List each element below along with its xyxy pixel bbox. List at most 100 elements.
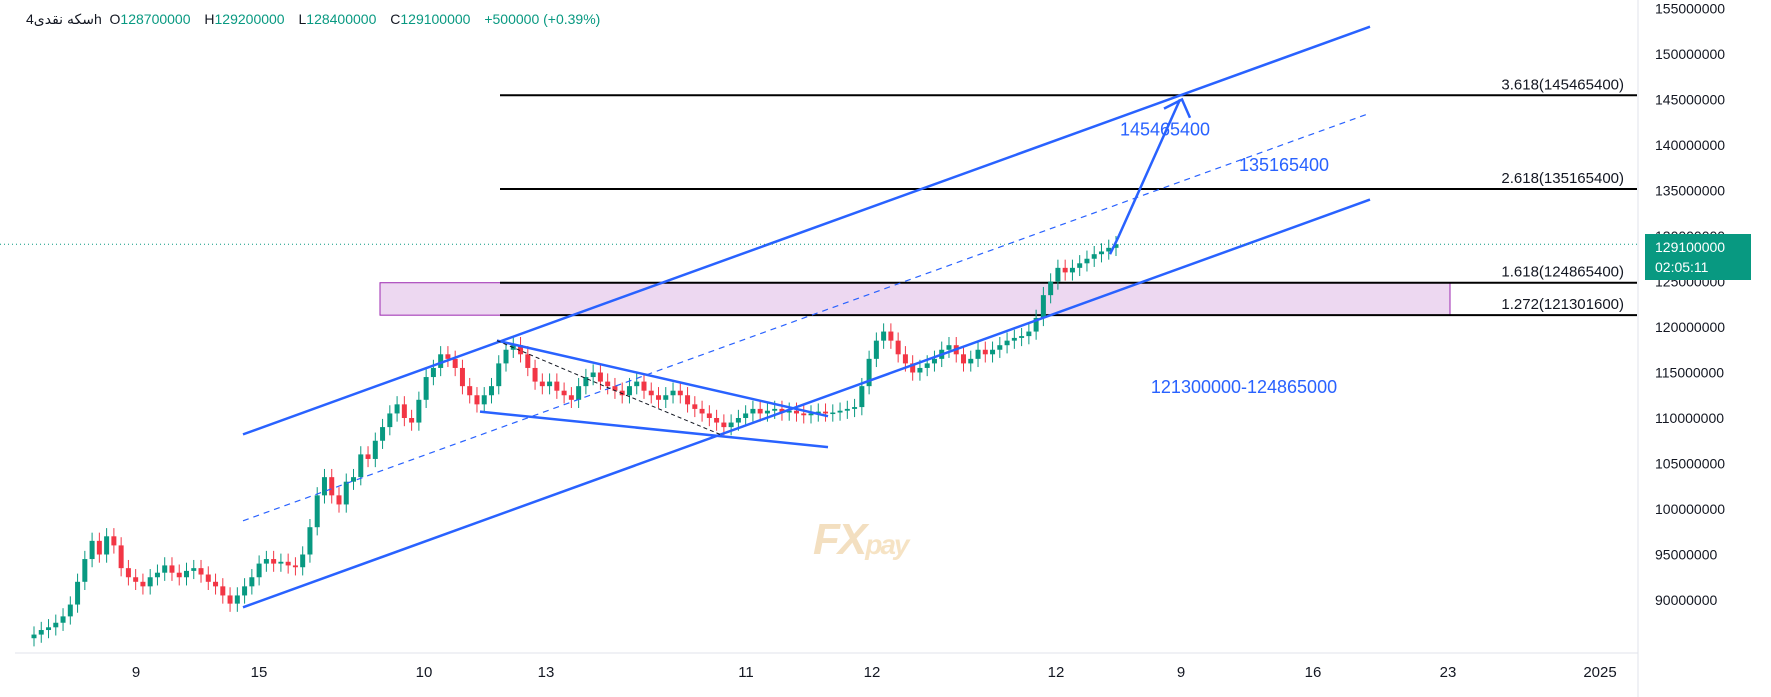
- candle-body: [329, 477, 335, 496]
- candle-body: [60, 616, 66, 623]
- candle-body: [430, 367, 436, 378]
- candle-body: [1113, 244, 1119, 248]
- annotations-layer: 145465400 135165400 121300000-124865000: [1120, 119, 1337, 397]
- candle-body: [242, 586, 248, 596]
- candle-body: [648, 390, 654, 396]
- x-tick-label: 12: [864, 664, 881, 681]
- candle-body: [416, 399, 422, 423]
- candle-body: [881, 331, 887, 341]
- high-value: 129200000: [214, 11, 285, 27]
- x-tick-label: 2025: [1583, 664, 1616, 681]
- candle-body: [772, 408, 778, 411]
- ohlc-legend: سکه نقدی4h O128700000 H129200000 L128400…: [26, 11, 610, 28]
- candle-body: [931, 358, 937, 364]
- candle-body: [481, 395, 487, 405]
- candle-body: [975, 349, 981, 359]
- candle-body: [961, 354, 967, 364]
- watermark-main: FX: [813, 515, 867, 564]
- y-tick-label: 140000000: [1655, 137, 1725, 153]
- candle-body: [111, 536, 117, 546]
- candle-body: [140, 581, 146, 587]
- candle-body: [990, 349, 996, 355]
- candle-body: [597, 372, 603, 382]
- candle-body: [503, 349, 509, 364]
- x-tick-label: 10: [416, 664, 433, 681]
- wedge-zigzag-line: [496, 340, 721, 435]
- x-tick-label: 16: [1305, 664, 1322, 681]
- candle-body: [757, 408, 763, 414]
- x-tick-label: 15: [251, 664, 268, 681]
- candle-body: [968, 358, 974, 364]
- candle-body: [488, 386, 494, 396]
- candle-body: [467, 386, 473, 396]
- candle-body: [321, 477, 327, 496]
- candle-body: [743, 413, 749, 418]
- candle-body: [583, 377, 589, 387]
- watermark-logo: FXpay: [813, 515, 909, 565]
- candle-body: [1040, 295, 1046, 318]
- projection-arrow-line: [1108, 98, 1182, 255]
- candle-body: [1033, 317, 1039, 332]
- candle-body: [82, 559, 88, 582]
- symbol-label: سکه نقدی: [33, 11, 94, 27]
- candle-body: [256, 563, 262, 578]
- candle-body: [292, 565, 298, 568]
- candle-body: [154, 572, 160, 578]
- fib-level-label: 1.272(121301600): [1501, 296, 1624, 313]
- candle-body: [169, 565, 175, 573]
- candle-body: [677, 390, 683, 396]
- candle-body: [852, 407, 858, 409]
- candle-body: [278, 561, 284, 564]
- y-tick-label: 120000000: [1655, 319, 1725, 335]
- candle-body: [38, 630, 44, 635]
- candle-body: [561, 390, 567, 396]
- x-tick-label: 9: [1177, 664, 1185, 681]
- candle-body: [445, 354, 451, 359]
- x-tick-label: 11: [738, 664, 754, 681]
- fib-level-label: 1.618(124865400): [1501, 264, 1624, 281]
- mid-channel-line: [242, 112, 1371, 522]
- candle-body: [104, 536, 110, 555]
- fib-level-label: 2.618(135165400): [1501, 170, 1624, 187]
- high-label: H: [204, 11, 215, 27]
- candle-body: [590, 372, 596, 378]
- candle-body: [786, 410, 792, 413]
- y-tick-label: 110000000: [1655, 410, 1724, 426]
- projection-arrow-head: [1163, 97, 1192, 119]
- candle-body: [1062, 267, 1068, 273]
- candle-body: [823, 411, 829, 414]
- candle-body: [830, 412, 836, 415]
- candle-body: [910, 363, 916, 373]
- candle-body: [365, 454, 371, 459]
- candle-body: [568, 395, 574, 400]
- candle-body: [525, 354, 531, 368]
- candle-body: [641, 381, 647, 391]
- candle-body: [285, 561, 291, 566]
- candle-body: [96, 540, 102, 555]
- candle-body: [1026, 331, 1032, 337]
- support-zone-layer: [379, 282, 1451, 316]
- candle-body: [1091, 254, 1097, 259]
- candle-body: [307, 527, 313, 555]
- candle-body: [779, 408, 785, 413]
- candle-body: [459, 367, 465, 387]
- candle-body: [982, 349, 988, 355]
- candle-body: [118, 545, 124, 569]
- candle-body: [343, 481, 349, 505]
- candle-body: [721, 422, 727, 428]
- price-annotation: 121300000-124865000: [1151, 377, 1337, 397]
- candle-body: [452, 358, 458, 368]
- candle-body: [808, 413, 814, 416]
- candle-body: [46, 627, 52, 631]
- candle-body: [191, 568, 197, 571]
- open-value: 128700000: [120, 11, 191, 27]
- y-tick-label: 95000000: [1655, 547, 1718, 563]
- candle-body: [351, 477, 357, 482]
- candle-body: [866, 358, 872, 387]
- candle-body: [699, 408, 705, 414]
- candle-body: [844, 408, 850, 411]
- candle-body: [626, 386, 632, 396]
- candle-body: [692, 404, 698, 409]
- candle-body: [314, 495, 320, 528]
